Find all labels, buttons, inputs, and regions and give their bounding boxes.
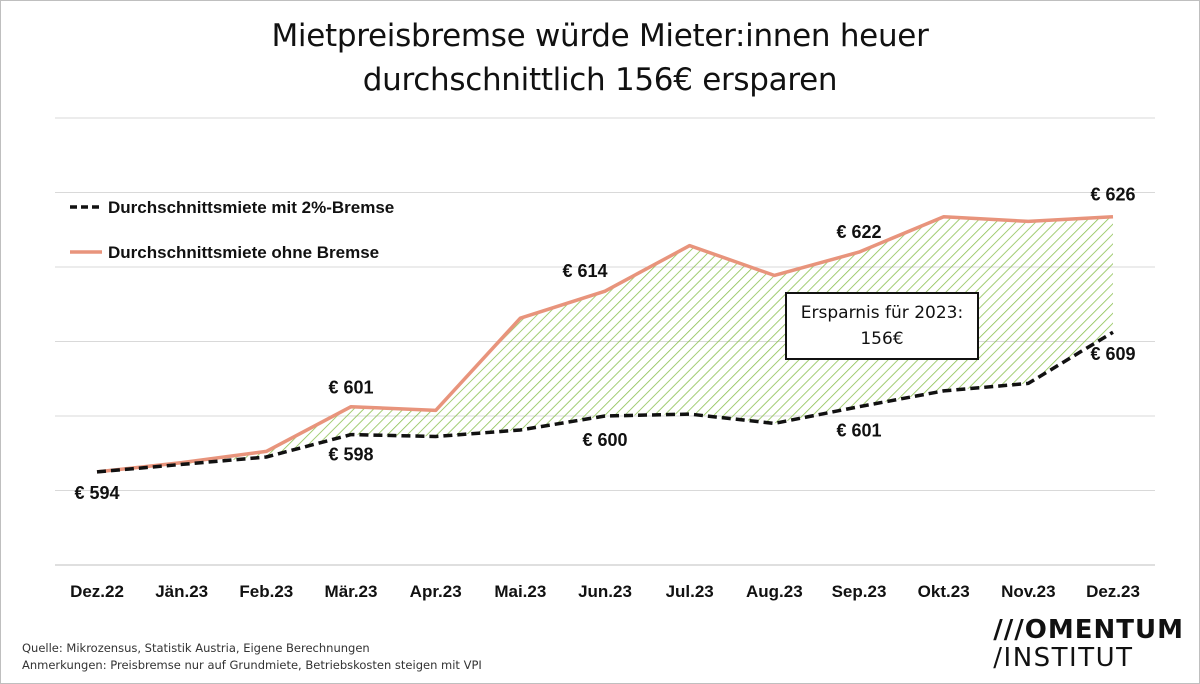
- x-tick-label: Jun.23: [578, 582, 632, 601]
- x-tick-label: Mär.23: [325, 582, 378, 601]
- data-label: € 622: [836, 222, 881, 242]
- savings-annotation-line-2: 156€: [860, 329, 903, 349]
- remarks-note: Anmerkungen: Preisbremse nur auf Grundmi…: [22, 658, 482, 672]
- logo-mark-2: /: [993, 643, 1004, 673]
- momentum-institut-logo: ///OMENTUM /INSTITUT: [993, 616, 1184, 672]
- series-line-mit-bremse: [96, 330, 1114, 474]
- data-label: € 614: [562, 261, 607, 281]
- savings-annotation-line-1: Ersparnis für 2023:: [801, 303, 963, 323]
- x-tick-label: Okt.23: [918, 582, 970, 601]
- legend-label-ohne-bremse: Durchschnittsmiete ohne Bremse: [108, 243, 379, 262]
- logo-mark: ///: [993, 615, 1025, 645]
- source-note: Quelle: Mikrozensus, Statistik Austria, …: [22, 641, 370, 655]
- x-tick-label: Nov.23: [1001, 582, 1056, 601]
- savings-annotation-box: [785, 292, 979, 360]
- data-label: € 609: [1090, 344, 1135, 364]
- x-tick-label: Apr.23: [410, 582, 462, 601]
- x-tick-label: Dez.22: [70, 582, 124, 601]
- data-label: € 626: [1090, 185, 1135, 205]
- data-label: € 601: [328, 378, 373, 398]
- x-tick-label: Mai.23: [494, 582, 546, 601]
- x-tick-label: Jul.23: [666, 582, 714, 601]
- x-tick-label: Jän.23: [155, 582, 208, 601]
- x-tick-label: Feb.23: [239, 582, 293, 601]
- x-tick-label: Aug.23: [746, 582, 803, 601]
- data-label: € 594: [74, 483, 119, 503]
- x-tick-label: Sep.23: [832, 582, 887, 601]
- data-label: € 600: [582, 430, 627, 450]
- series-line-ohne-bremse: [96, 214, 1114, 474]
- logo-word-2: INSTITUT: [1003, 643, 1134, 673]
- chart-title: Mietpreisbremse würde Mieter:innen heuer…: [0, 14, 1200, 102]
- legend-label-mit-bremse: Durchschnittsmiete mit 2%-Bremse: [108, 198, 394, 217]
- data-label: € 601: [836, 421, 881, 441]
- logo-word-1: OMENTUM: [1024, 615, 1184, 645]
- title-line-1: Mietpreisbremse würde Mieter:innen heuer: [271, 18, 929, 54]
- data-label: € 598: [328, 445, 373, 465]
- x-tick-label: Dez.23: [1086, 582, 1140, 601]
- title-line-2: durchschnittlich 156€ ersparen: [362, 62, 838, 98]
